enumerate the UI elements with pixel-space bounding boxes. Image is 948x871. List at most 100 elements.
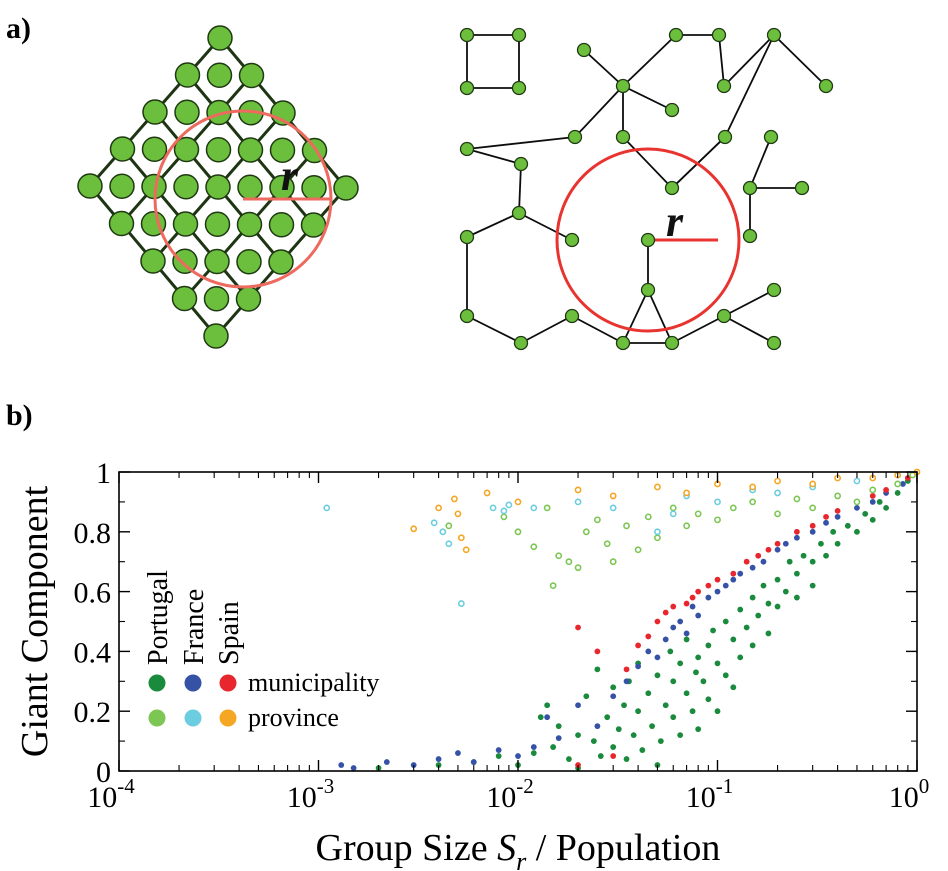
network-node bbox=[763, 129, 779, 145]
network-diagram: r bbox=[459, 27, 834, 351]
network-node bbox=[640, 232, 656, 248]
data-point bbox=[883, 487, 889, 493]
data-point bbox=[574, 486, 582, 494]
network-node bbox=[794, 180, 810, 196]
data-point bbox=[689, 603, 696, 610]
data-point bbox=[683, 630, 690, 637]
data-point bbox=[662, 636, 669, 643]
data-point bbox=[515, 753, 521, 759]
data-point bbox=[670, 714, 677, 721]
data-point bbox=[483, 489, 491, 497]
panel-a-label: a) bbox=[6, 12, 31, 45]
y-tick-label: 0 bbox=[96, 756, 111, 789]
network-node bbox=[716, 308, 732, 324]
network-node bbox=[459, 80, 475, 96]
data-point bbox=[610, 693, 617, 700]
legend-row-label: municipality bbox=[248, 668, 379, 697]
data-point bbox=[869, 486, 877, 494]
data-point bbox=[714, 576, 721, 583]
network-node bbox=[742, 180, 758, 196]
data-point bbox=[669, 510, 677, 518]
data-point bbox=[566, 756, 572, 762]
data-point bbox=[555, 723, 562, 730]
data-point bbox=[350, 765, 357, 771]
data-point bbox=[722, 618, 729, 625]
network-edge bbox=[622, 85, 673, 111]
x-tick-label: 10-3 bbox=[287, 774, 335, 814]
data-point bbox=[722, 582, 729, 589]
data-point bbox=[645, 690, 652, 697]
data-point bbox=[544, 714, 551, 721]
data-point bbox=[530, 744, 537, 750]
data-point bbox=[800, 552, 807, 559]
x-tick-label: 10-2 bbox=[486, 774, 534, 814]
data-point bbox=[574, 498, 582, 506]
data-point bbox=[854, 528, 860, 535]
data-point bbox=[714, 708, 721, 715]
data-point bbox=[623, 678, 630, 685]
lattice-node bbox=[141, 136, 168, 162]
data-point bbox=[793, 594, 800, 601]
network-edge bbox=[622, 136, 673, 189]
series-5 bbox=[410, 468, 921, 554]
data-point bbox=[765, 630, 772, 637]
data-point bbox=[695, 588, 702, 595]
data-point bbox=[514, 498, 522, 506]
data-point bbox=[677, 618, 684, 625]
network-node bbox=[615, 129, 631, 145]
data-point bbox=[670, 603, 677, 610]
data-point bbox=[670, 678, 677, 685]
data-point bbox=[755, 552, 762, 559]
network-node bbox=[564, 232, 580, 248]
data-point bbox=[774, 489, 781, 497]
data-point bbox=[549, 582, 557, 590]
data-point bbox=[844, 522, 851, 529]
data-point bbox=[834, 492, 842, 500]
lattice-node bbox=[207, 25, 233, 51]
data-point bbox=[644, 513, 652, 521]
data-point bbox=[869, 499, 876, 505]
data-point bbox=[667, 648, 674, 655]
x-tick-label: 100 bbox=[889, 774, 930, 814]
network-node bbox=[640, 282, 656, 298]
network-node bbox=[576, 42, 592, 58]
network-node bbox=[511, 27, 527, 43]
data-point bbox=[894, 490, 901, 496]
network-edge bbox=[574, 85, 624, 138]
y-tick-label: 0.2 bbox=[74, 696, 112, 729]
data-point bbox=[853, 498, 861, 506]
lattice-node bbox=[301, 175, 327, 201]
network-edge bbox=[466, 212, 520, 238]
data-point bbox=[677, 732, 684, 739]
data-point bbox=[445, 540, 453, 548]
network-node bbox=[818, 78, 834, 94]
data-point bbox=[410, 525, 418, 533]
lattice-node bbox=[235, 286, 262, 312]
data-point bbox=[445, 522, 453, 530]
data-point bbox=[809, 504, 817, 512]
data-point bbox=[457, 600, 465, 607]
data-point bbox=[809, 582, 816, 589]
data-point bbox=[862, 510, 869, 517]
data-point bbox=[755, 612, 762, 619]
network-edge bbox=[622, 289, 649, 344]
data-point bbox=[639, 747, 646, 753]
series-3 bbox=[445, 471, 916, 590]
data-point bbox=[455, 750, 461, 756]
data-point bbox=[435, 756, 442, 762]
data-point bbox=[514, 528, 522, 536]
data-point bbox=[683, 600, 690, 607]
data-point bbox=[544, 702, 551, 709]
data-point bbox=[530, 750, 537, 756]
network-node bbox=[766, 282, 782, 298]
data-point bbox=[869, 493, 876, 499]
lattice-node bbox=[142, 99, 168, 125]
data-point bbox=[823, 513, 829, 520]
lattice-node bbox=[204, 211, 231, 237]
data-point bbox=[451, 495, 458, 503]
legend-marker bbox=[219, 709, 237, 727]
network-node bbox=[459, 27, 475, 43]
data-point bbox=[700, 678, 707, 685]
data-point bbox=[765, 600, 772, 607]
data-point bbox=[537, 714, 544, 721]
